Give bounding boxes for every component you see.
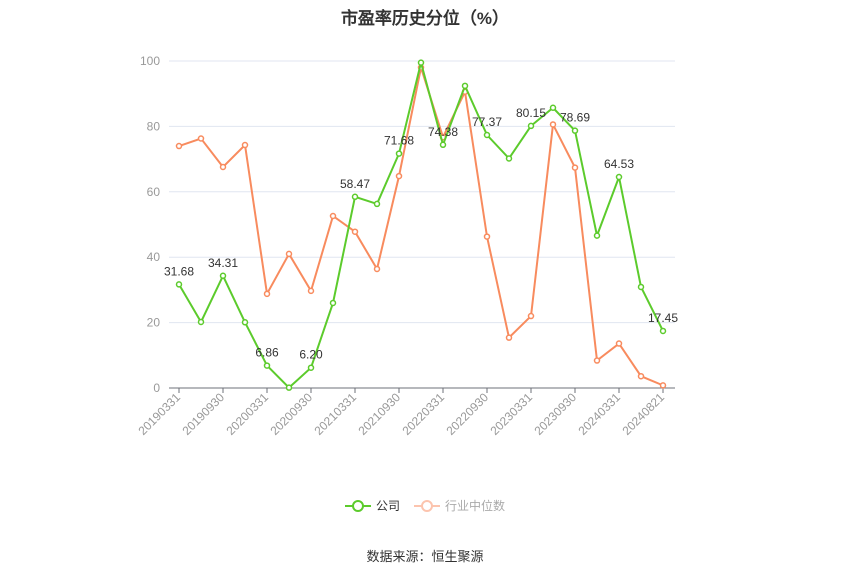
data-point bbox=[483, 233, 491, 240]
series-line-company bbox=[178, 62, 664, 390]
data-label: 6.86 bbox=[255, 346, 279, 360]
data-point bbox=[593, 232, 601, 239]
chart-title: 市盈率历史分位（%） bbox=[340, 9, 510, 28]
x-tick-label: 20230930 bbox=[531, 390, 579, 438]
data-point bbox=[263, 290, 271, 298]
data-point bbox=[219, 163, 227, 171]
y-tick-label: 60 bbox=[147, 185, 161, 199]
legend-item-company[interactable]: 公司 bbox=[344, 497, 400, 514]
data-label: 64.53 bbox=[604, 157, 634, 171]
x-tick-label: 20240331 bbox=[575, 390, 623, 438]
data-point bbox=[219, 272, 227, 280]
data-point bbox=[285, 384, 293, 391]
x-tick-label: 20220930 bbox=[443, 390, 491, 438]
legend-label-industry-median: 行业中位数 bbox=[445, 499, 506, 513]
data-point bbox=[549, 104, 557, 112]
x-tick-label: 20230331 bbox=[487, 390, 535, 438]
data-point bbox=[527, 122, 535, 130]
data-point bbox=[527, 312, 535, 320]
data-point bbox=[505, 334, 513, 341]
y-tick-label: 0 bbox=[153, 381, 160, 395]
data-point bbox=[285, 250, 293, 258]
legend-marker-industry-icon bbox=[414, 499, 440, 512]
data-point bbox=[549, 121, 557, 128]
data-point bbox=[637, 283, 645, 291]
data-label: 6.20 bbox=[299, 348, 323, 362]
series-line-industry-median bbox=[178, 63, 664, 387]
data-point bbox=[483, 131, 491, 139]
y-tick-label: 40 bbox=[147, 250, 161, 264]
data-point bbox=[659, 382, 667, 389]
data-point bbox=[571, 127, 579, 134]
x-tick-label: 20220331 bbox=[399, 390, 447, 438]
data-point bbox=[175, 142, 183, 150]
data-point bbox=[637, 372, 645, 380]
x-tick-label: 20210930 bbox=[355, 390, 403, 438]
data-point bbox=[593, 357, 601, 364]
x-tick-label: 20200930 bbox=[267, 390, 315, 438]
data-point bbox=[197, 318, 205, 326]
data-point bbox=[615, 173, 623, 181]
data-point bbox=[571, 164, 579, 171]
data-label: 31.68 bbox=[164, 264, 194, 278]
data-point bbox=[439, 141, 447, 149]
data-label: 80.15 bbox=[516, 106, 546, 120]
legend-label-company: 公司 bbox=[375, 499, 400, 513]
x-tick-label: 20210331 bbox=[311, 390, 359, 438]
x-tick-label: 20240821 bbox=[619, 390, 667, 438]
data-point bbox=[505, 155, 513, 162]
data-label: 34.31 bbox=[208, 256, 238, 270]
data-label: 74.38 bbox=[428, 125, 458, 139]
line-chart: 0 20 40 60 80 100 2019033120190930202003312020… bbox=[135, 54, 678, 438]
y-tick-label: 100 bbox=[140, 54, 160, 68]
data-point bbox=[373, 265, 381, 273]
data-point bbox=[417, 59, 425, 66]
data-source-note: 数据来源：恒生聚源 bbox=[366, 549, 484, 564]
data-point bbox=[395, 150, 403, 157]
data-point bbox=[373, 200, 381, 208]
data-point bbox=[307, 287, 315, 295]
data-point bbox=[197, 135, 205, 142]
data-point bbox=[615, 340, 623, 347]
legend-item-industry-median[interactable]: 行业中位数 bbox=[414, 497, 505, 514]
data-point bbox=[351, 228, 359, 235]
legend: 公司 行业中位数 bbox=[0, 497, 850, 514]
data-label: 71.68 bbox=[384, 134, 414, 148]
legend-marker-company-icon bbox=[344, 499, 371, 512]
data-point bbox=[263, 362, 271, 369]
data-point bbox=[351, 193, 359, 201]
data-label: 58.47 bbox=[340, 177, 370, 191]
data-point bbox=[241, 319, 249, 326]
x-tick-label: 20200331 bbox=[223, 390, 271, 438]
data-point bbox=[241, 141, 249, 149]
data-point bbox=[329, 299, 337, 307]
x-tick-label: 20190930 bbox=[179, 390, 227, 438]
data-point bbox=[175, 281, 183, 288]
data-label: 17.45 bbox=[648, 311, 678, 325]
data-point bbox=[307, 364, 315, 371]
data-point bbox=[395, 172, 403, 180]
data-label: 77.37 bbox=[472, 115, 502, 129]
data-point bbox=[659, 327, 667, 335]
y-tick-label: 20 bbox=[147, 316, 161, 330]
data-point bbox=[461, 82, 469, 90]
data-label: 78.69 bbox=[560, 111, 590, 125]
y-tick-label: 80 bbox=[147, 119, 161, 133]
x-tick-label: 20190331 bbox=[135, 390, 183, 438]
data-point bbox=[329, 212, 337, 220]
